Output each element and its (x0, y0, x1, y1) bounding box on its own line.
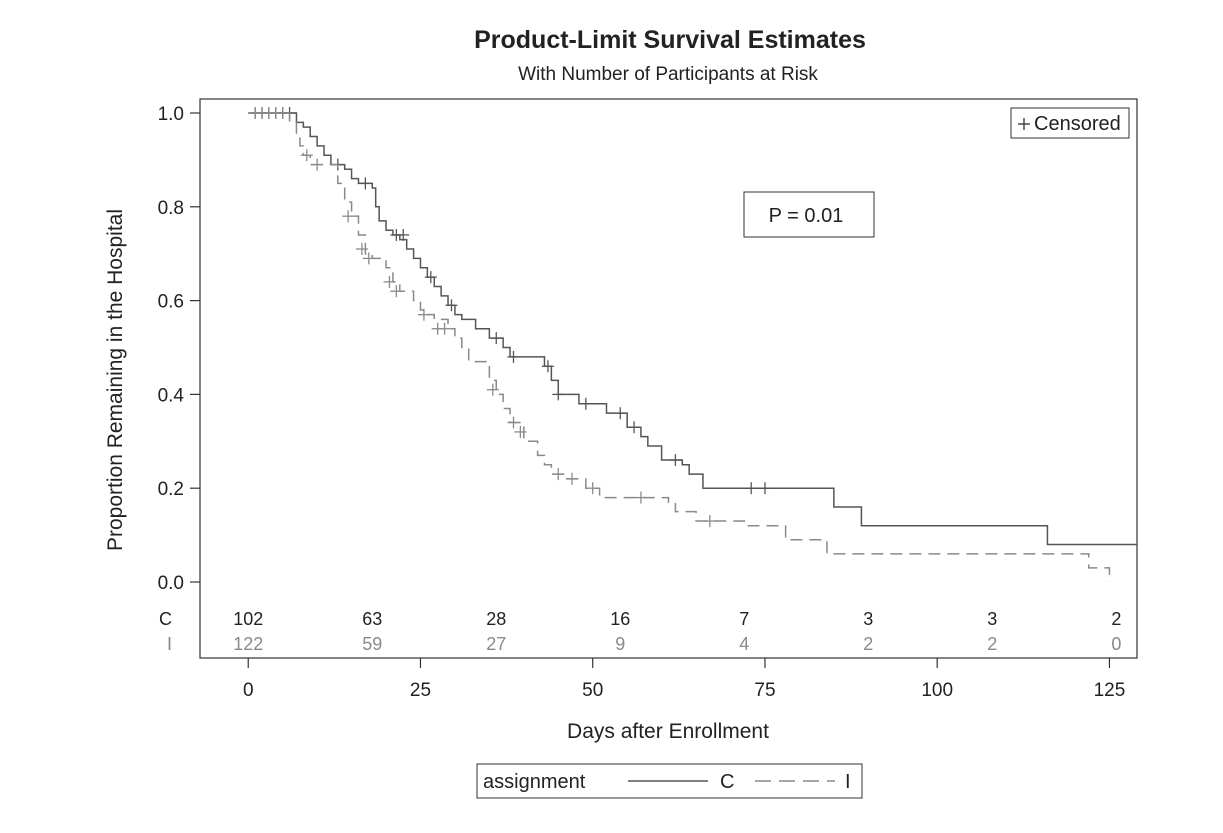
y-tick-label: 0.6 (158, 292, 184, 313)
censor-mark-i (390, 285, 403, 298)
censor-mark-i (342, 210, 355, 223)
p-value-box (743, 191, 875, 238)
y-tick-label: 0.0 (158, 573, 184, 594)
censor-mark-c (669, 454, 682, 467)
y-axis-label: Proportion Remaining in the Hospital (104, 209, 127, 551)
censor-mark-i (507, 416, 520, 429)
plot-frame (199, 98, 1138, 659)
censor-mark-c (490, 332, 503, 345)
x-tick-label: 100 (921, 680, 953, 701)
censor-mark-c (614, 407, 627, 420)
at-risk-value: 9 (615, 634, 625, 654)
legend-title: assignment (483, 771, 586, 793)
at-risk-value: 2 (987, 634, 997, 654)
censor-mark-c (359, 177, 372, 190)
legend-label-i: I (845, 771, 851, 793)
at-risk-table: C 102 63 28 16 7 3 3 2 I 122 59 27 9 4 2 2 0 (159, 609, 1121, 654)
censor-mark-i (486, 383, 499, 396)
censor-mark-i (362, 252, 375, 265)
y-tick-label: 0.2 (158, 479, 184, 500)
p-value-text: P = 0.01 (769, 205, 844, 227)
censor-mark-i (300, 149, 313, 162)
censor-mark-i (514, 425, 527, 438)
censor-mark-c (745, 482, 758, 495)
censor-mark-i (383, 275, 396, 288)
at-risk-value: 27 (486, 634, 506, 654)
at-risk-value: 2 (1111, 609, 1121, 629)
censor-mark-i (634, 491, 647, 504)
y-tick-label: 1.0 (158, 104, 184, 125)
censor-mark-i (276, 107, 289, 119)
at-risk-row-label: C (159, 609, 172, 629)
at-risk-value: 16 (610, 609, 630, 629)
y-axis: 0.0 0.2 0.4 0.6 0.8 1.0 (158, 104, 200, 594)
censor-mark-c (579, 397, 592, 410)
censored-marker-icon (1018, 118, 1030, 130)
censor-mark-c (424, 271, 437, 284)
at-risk-value: 63 (362, 609, 382, 629)
at-risk-value: 2 (863, 634, 873, 654)
censor-mark-c (507, 350, 520, 363)
x-tick-label: 25 (410, 680, 431, 701)
censor-mark-i (703, 515, 716, 528)
at-risk-value: 7 (739, 609, 749, 629)
at-risk-value: 4 (739, 634, 749, 654)
censor-mark-i (311, 158, 324, 171)
censor-mark-i (438, 322, 451, 335)
x-tick-label: 125 (1094, 680, 1126, 701)
censor-mark-i (417, 308, 430, 321)
series-line-c (248, 112, 1137, 546)
censor-mark-i (586, 482, 599, 495)
y-tick-label: 0.8 (158, 198, 184, 219)
censor-mark-c (445, 299, 458, 312)
at-risk-value: 3 (987, 609, 997, 629)
chart-subtitle: With Number of Participants at Risk (518, 64, 818, 85)
censor-mark-c (758, 482, 771, 495)
at-risk-value: 59 (362, 634, 382, 654)
x-axis: 0 25 50 75 100 125 (243, 658, 1125, 701)
at-risk-value: 3 (863, 609, 873, 629)
x-tick-label: 75 (754, 680, 775, 701)
series-line-i (248, 112, 1111, 582)
series-legend: assignment C I (476, 763, 863, 799)
censor-mark-i (355, 243, 368, 256)
at-risk-value: 0 (1111, 634, 1121, 654)
censor-mark-c (397, 228, 410, 241)
censor-mark-i (566, 472, 579, 485)
censor-mark-c (541, 360, 554, 373)
censored-legend: Censored (1010, 107, 1130, 139)
x-axis-label: Days after Enrollment (567, 720, 769, 743)
at-risk-value: 122 (233, 634, 263, 654)
y-tick-label: 0.4 (158, 385, 185, 406)
p-value-annotation: P = 0.01 (743, 191, 875, 238)
at-risk-row-label: I (167, 634, 172, 654)
censor-mark-i (552, 468, 565, 481)
legend-label-c: C (720, 771, 734, 793)
censor-mark-c (628, 421, 641, 434)
chart-title: Product-Limit Survival Estimates (474, 26, 866, 54)
at-risk-value: 102 (233, 609, 263, 629)
series-layer (248, 107, 1137, 582)
censor-mark-c (552, 388, 565, 401)
at-risk-value: 28 (486, 609, 506, 629)
censored-legend-box (1010, 107, 1130, 139)
x-tick-label: 50 (582, 680, 603, 701)
x-tick-label: 0 (243, 680, 254, 701)
censored-legend-label: Censored (1034, 113, 1121, 135)
